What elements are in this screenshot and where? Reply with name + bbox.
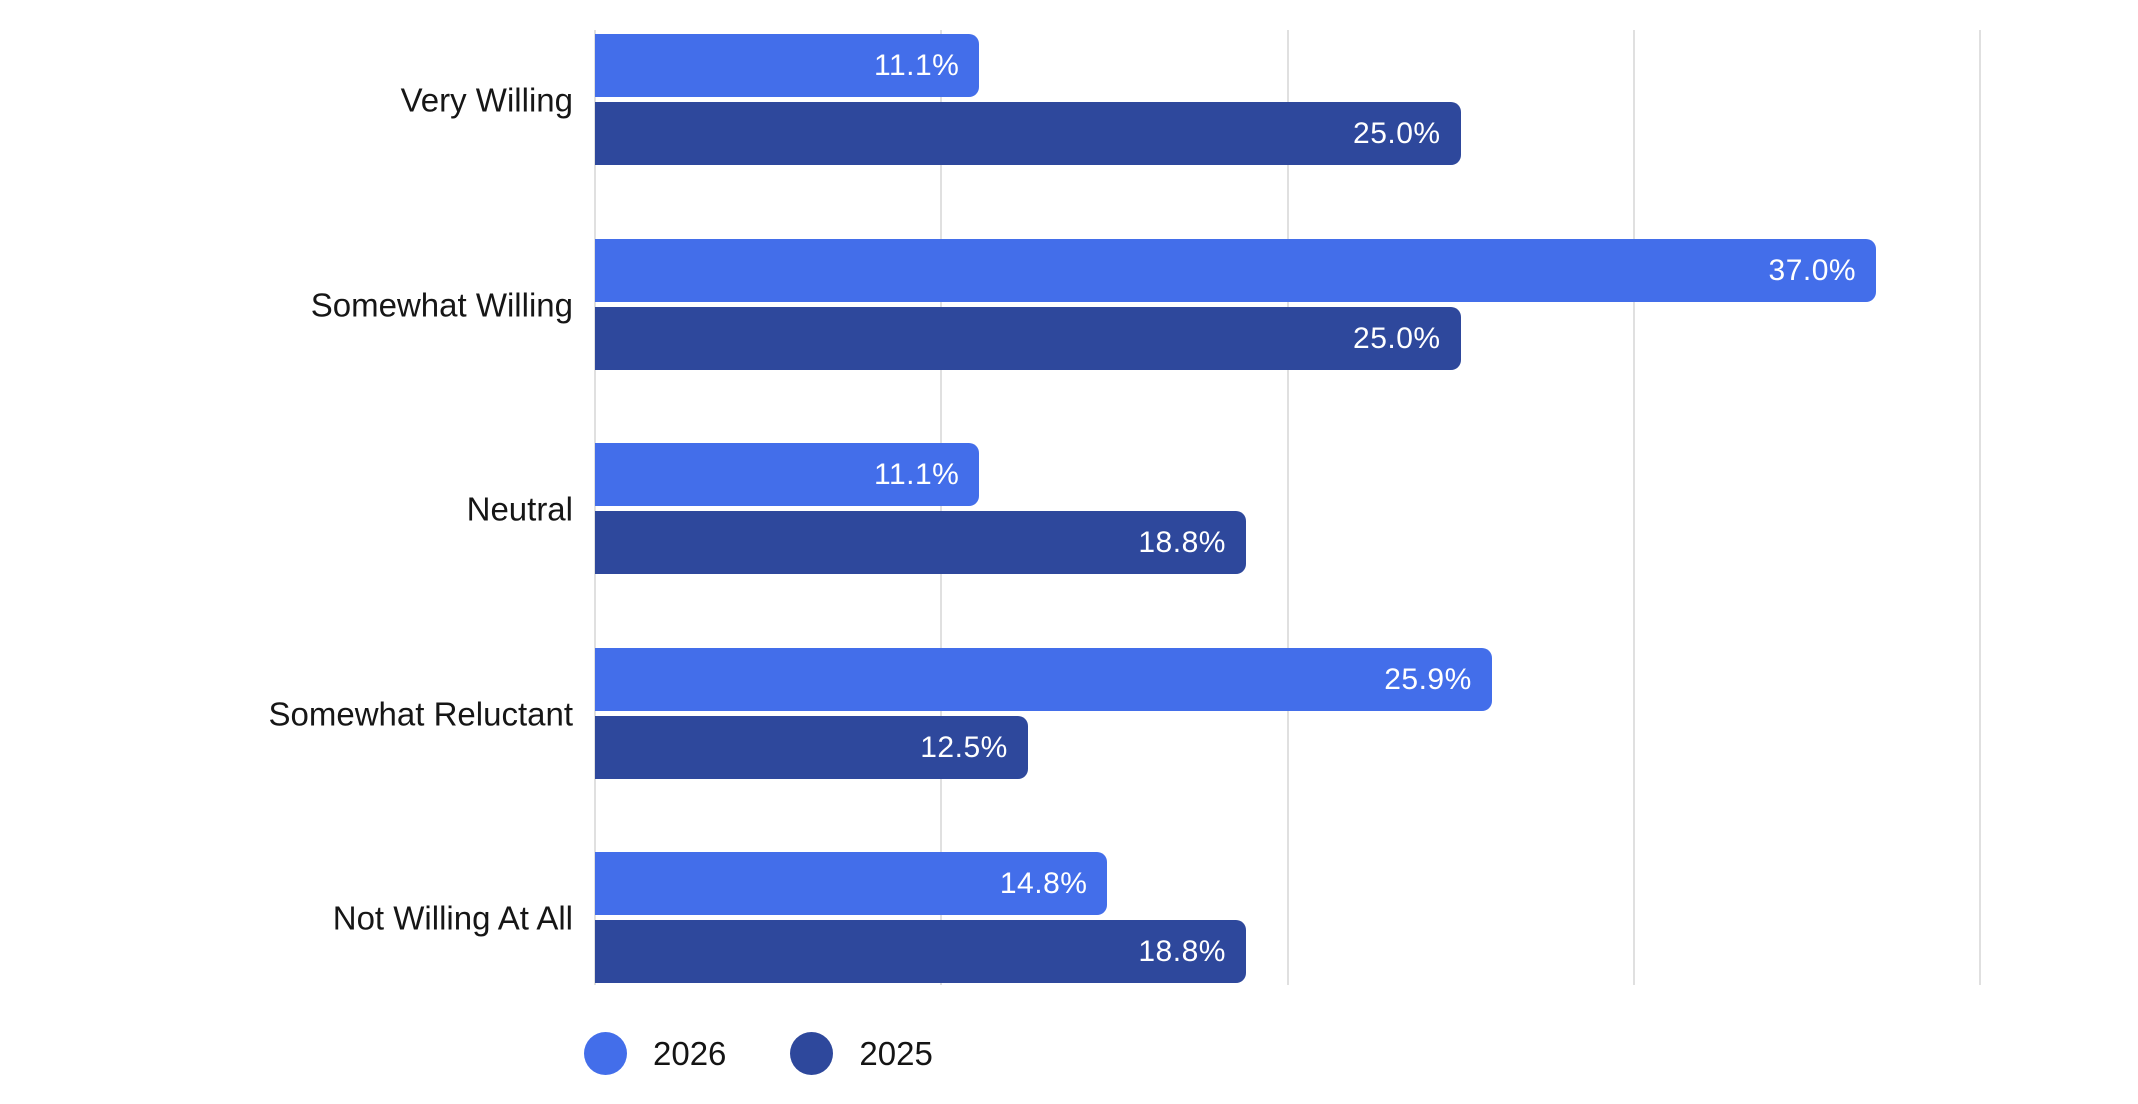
category-label: Neutral (466, 490, 573, 527)
legend-label-2025: 2025 (859, 1035, 933, 1072)
value-label: 25.0% (1353, 116, 1441, 150)
bar-2026: 37.0% (595, 239, 1877, 302)
gridline (1286, 30, 1289, 985)
legend: 2026 2025 (584, 1032, 933, 1075)
bar-2026: 11.1% (595, 34, 980, 97)
value-label: 18.8% (1138, 934, 1226, 968)
bar-2026: 25.9% (595, 648, 1492, 711)
gridline (940, 30, 943, 985)
category-label: Very Willing (400, 81, 573, 118)
category-row: Neutral 11.1% 18.8% (467, 443, 1980, 574)
value-label: 18.8% (1138, 525, 1226, 559)
category-label: Not Willing At All (332, 899, 573, 936)
value-label: 11.1% (873, 48, 960, 82)
bar-2025: 25.0% (595, 102, 1461, 165)
bar-2025: 18.8% (595, 920, 1246, 983)
plot-area: Very Willing 11.1% 25.0% Somewhat Willing 37… (269, 30, 1981, 985)
value-label: 25.0% (1353, 321, 1441, 355)
value-label: 37.0% (1768, 253, 1857, 287)
value-label: 14.8% (999, 866, 1088, 900)
bar-2025: 25.0% (595, 307, 1461, 370)
bar-2026: 11.1% (595, 443, 980, 506)
legend-dot-2026-icon (584, 1032, 627, 1075)
gridline (1632, 30, 1635, 985)
category-label: Somewhat Willing (310, 286, 573, 323)
gridline (594, 30, 596, 985)
gridline (1979, 30, 1981, 985)
legend-item-2025: 2025 (790, 1032, 933, 1075)
category-row: Very Willing 11.1% 25.0% (401, 34, 1980, 165)
legend-label-2026: 2026 (653, 1035, 727, 1072)
category-row: Somewhat Willing 37.0% 25.0% (311, 239, 1980, 370)
value-label: 25.9% (1384, 662, 1472, 696)
category-row: Somewhat Reluctant 25.9% 12.5% (269, 648, 1980, 779)
category-label: Somewhat Reluctant (268, 695, 574, 732)
value-label: 11.1% (873, 457, 960, 491)
bar-2025: 18.8% (595, 511, 1246, 574)
legend-dot-2025-icon (790, 1032, 834, 1075)
value-label: 12.5% (920, 730, 1008, 764)
category-row: Not Willing At All 14.8% 18.8% (333, 852, 1980, 983)
bar-2025: 12.5% (595, 716, 1028, 779)
legend-item-2026: 2026 (584, 1032, 726, 1075)
bar-2026: 14.8% (595, 852, 1108, 915)
